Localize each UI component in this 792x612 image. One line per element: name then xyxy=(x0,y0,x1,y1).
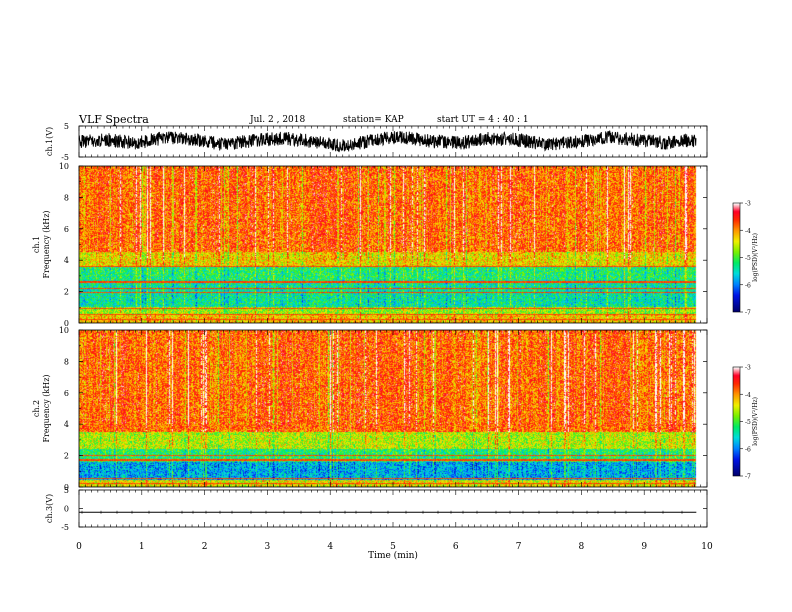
colorbar-label: log(PSD)(V²/Hz) xyxy=(752,233,759,282)
panel-frame-4 xyxy=(78,489,708,528)
xaxis-label: Time (min) xyxy=(368,550,418,561)
ytick-label: 5 xyxy=(64,486,69,495)
ylabel-group: ch.2 Frequency (kHz) xyxy=(32,374,51,442)
ytick-label: 8 xyxy=(64,357,69,366)
colorbar-tick-label: -3 xyxy=(745,365,751,372)
chart-title: VLF Spectra xyxy=(79,113,149,126)
date-label: Jul. 2 , 2018 xyxy=(250,115,306,125)
colorbar-tick-label: -4 xyxy=(745,392,751,399)
colorbar-label-group: log(PSD)(V²/Hz) xyxy=(752,233,759,282)
ytick-label: 4 xyxy=(64,256,69,265)
ylabel-text: ch.1(V) xyxy=(45,127,54,156)
ytick-label: -5 xyxy=(61,523,69,532)
xtick-label: 9 xyxy=(641,542,647,552)
colorbar-ch2 xyxy=(733,367,740,476)
ytick-label: 10 xyxy=(59,162,69,171)
colorbar-label-group: log(PSD)(V²/Hz) xyxy=(752,397,759,446)
ytick-label: -5 xyxy=(61,153,69,162)
colorbar-tick-label: -7 xyxy=(745,474,751,481)
xtick-label: 4 xyxy=(327,542,333,552)
ytick-label: 10 xyxy=(59,326,69,335)
xtick-label: 10 xyxy=(701,542,713,552)
ytick-label: 2 xyxy=(64,288,69,297)
station-label: station= KAP xyxy=(343,115,404,125)
ylabel-text: Frequency (kHz) xyxy=(42,210,51,278)
colorbar-tick-label: -6 xyxy=(745,446,751,453)
ytick-label: 2 xyxy=(64,452,69,461)
ytick-label: 5 xyxy=(64,122,69,131)
ytick-label: 0 xyxy=(64,319,69,328)
ytick-label: 4 xyxy=(64,420,69,429)
ytick-label: 6 xyxy=(64,389,69,398)
xtick-label: 3 xyxy=(265,542,271,552)
colorbar-tick-label: -6 xyxy=(745,282,751,289)
ylabel-text: ch.1 xyxy=(32,236,41,253)
xtick-label: 6 xyxy=(453,542,459,552)
ylabel-text: ch.2 xyxy=(32,400,41,417)
ylabel-text: ch.3(V) xyxy=(45,494,54,523)
ylabel-group: ch.1 Frequency (kHz) xyxy=(32,210,51,278)
ytick-label: 8 xyxy=(64,193,69,202)
xtick-label: 2 xyxy=(202,542,208,552)
xtick-label: 1 xyxy=(139,542,145,552)
colorbar-tick-label: -5 xyxy=(745,255,751,262)
colorbar-tick-label: -7 xyxy=(745,310,751,317)
ytick-label: 0 xyxy=(64,505,69,514)
xtick-label: 7 xyxy=(516,542,522,552)
spectrogram-ch1-image xyxy=(79,166,707,323)
colorbar-tick-label: -3 xyxy=(745,201,751,208)
start-time-label: start UT = 4 : 40 : 1 xyxy=(437,115,529,125)
spectrogram-ch2-image xyxy=(79,330,707,487)
colorbar-tick-label: -4 xyxy=(745,228,751,235)
xtick-label: 0 xyxy=(76,542,82,552)
xtick-label: 5 xyxy=(390,542,396,552)
waveform-ch1-line xyxy=(78,130,697,153)
colorbar-label: log(PSD)(V²/Hz) xyxy=(752,397,759,446)
ytick-label: 0 xyxy=(64,483,69,492)
colorbar-ch1 xyxy=(733,203,740,312)
ytick-label: 6 xyxy=(64,225,69,234)
colorbar-tick-label: -5 xyxy=(745,419,751,426)
ylabel-group: ch.1(V) xyxy=(45,127,54,156)
xtick-label: 8 xyxy=(579,542,585,552)
ylabel-text: Frequency (kHz) xyxy=(42,374,51,442)
ylabel-group: ch.3(V) xyxy=(45,494,54,523)
